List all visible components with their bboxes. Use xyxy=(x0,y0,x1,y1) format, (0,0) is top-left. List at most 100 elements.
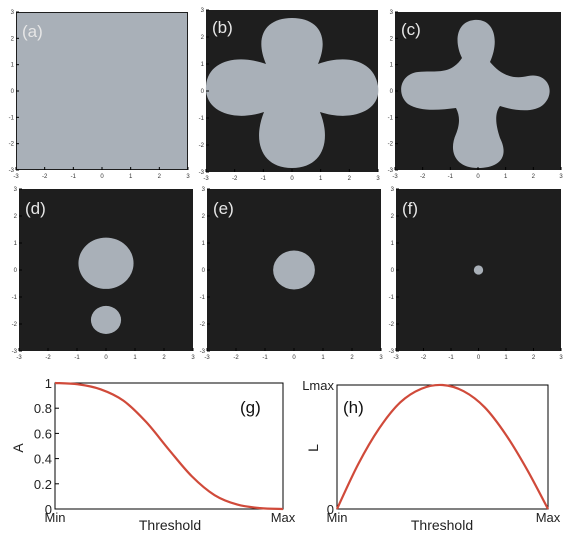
x-tick-label: -2 xyxy=(421,355,427,361)
x-tick-label: 2 xyxy=(348,176,352,182)
y-tick-label: 0.6 xyxy=(34,426,52,441)
y-tick-label: 1 xyxy=(201,62,205,68)
x-tick-label: -1 xyxy=(448,355,454,361)
y-tick-label: 0.2 xyxy=(34,477,52,492)
y-tick-label: -2 xyxy=(389,322,395,328)
y-tick-label: 2 xyxy=(390,36,394,42)
x-tick-label: Min xyxy=(45,510,66,525)
y-tick-label: 2 xyxy=(202,214,206,220)
blob-1 xyxy=(90,305,122,334)
x-tick-label: 2 xyxy=(350,355,354,361)
y-tick-label: 1 xyxy=(390,63,394,69)
panel-d: (d) xyxy=(19,189,193,351)
x-tick-label: 3 xyxy=(559,174,563,180)
chart-g-label: (g) xyxy=(240,398,261,417)
x-tick-label: -3 xyxy=(13,174,19,180)
y-tick-label: 3 xyxy=(391,187,395,193)
panel-f-label: (f) xyxy=(402,199,418,218)
x-tick-label: -3 xyxy=(393,355,399,361)
y-tick-label: 2 xyxy=(201,35,205,41)
y-tick-label: -1 xyxy=(9,115,15,121)
x-tick-label: Max xyxy=(271,510,296,525)
y-tick-label: -2 xyxy=(388,142,394,148)
y-tick-label: 0.4 xyxy=(34,452,52,467)
y-tick-label: 3 xyxy=(390,10,394,16)
y-tick-label: -2 xyxy=(200,322,206,328)
x-tick-label: -3 xyxy=(392,174,398,180)
y-tick-label: -3 xyxy=(389,349,395,355)
panel-f-blobs xyxy=(473,265,484,275)
chart-h-xlabel: Threshold xyxy=(411,517,473,533)
x-tick-label: 2 xyxy=(158,174,162,180)
y-tick-label: 0 xyxy=(45,502,52,517)
x-tick-label: 3 xyxy=(191,355,195,361)
panel-e-label: (e) xyxy=(213,199,234,218)
panel-e-blobs xyxy=(273,250,315,290)
x-tick-label: 3 xyxy=(379,355,383,361)
x-tick-label: 1 xyxy=(133,355,137,361)
panel-a-label: (a) xyxy=(22,22,43,41)
panel-c-label: (c) xyxy=(401,20,421,39)
x-tick-label: -2 xyxy=(420,174,426,180)
x-tick-label: 0 xyxy=(100,174,104,180)
x-tick-label: -1 xyxy=(261,176,267,182)
x-tick-label: -3 xyxy=(203,176,209,182)
chart-g-xlabel: Threshold xyxy=(139,517,201,533)
y-tick-label: 1 xyxy=(391,241,395,247)
x-tick-label: 1 xyxy=(129,174,133,180)
chart-g-series-line xyxy=(54,381,284,511)
y-tick-label: Lmax xyxy=(302,378,334,393)
y-tick-label: -3 xyxy=(199,170,205,176)
y-tick-label: -3 xyxy=(12,349,18,355)
chart-h-y-ticks: 0 Lmax xyxy=(302,378,334,517)
x-tick-label: -2 xyxy=(42,174,48,180)
x-tick-label: 3 xyxy=(559,355,563,361)
chart-g-frame xyxy=(54,382,284,510)
y-tick-label: -1 xyxy=(12,295,18,301)
panel-a: (a) xyxy=(16,12,188,170)
x-tick-label: 0 xyxy=(292,355,296,361)
x-tick-label: 0 xyxy=(290,176,294,182)
chart-h-x-ticks: Min Max xyxy=(327,510,561,525)
x-tick-label: 1 xyxy=(504,355,508,361)
x-tick-label: 3 xyxy=(376,176,380,182)
y-tick-label: -1 xyxy=(389,295,395,301)
x-tick-label: -3 xyxy=(16,355,22,361)
panel-b: (b) xyxy=(205,10,379,172)
panel-b-shape xyxy=(205,18,379,168)
y-tick-label: 0 xyxy=(390,89,394,95)
blob-0 xyxy=(273,250,315,290)
x-tick-label: -1 xyxy=(71,174,77,180)
y-tick-label: -1 xyxy=(388,115,394,121)
y-tick-label: 3 xyxy=(202,187,206,193)
y-tick-label: 0 xyxy=(391,268,395,274)
y-tick-label: -2 xyxy=(9,142,15,148)
y-tick-label: 0 xyxy=(202,268,206,274)
x-tick-label: 2 xyxy=(532,355,536,361)
y-tick-label: -3 xyxy=(388,168,394,174)
y-tick-label: 0 xyxy=(11,89,15,95)
x-tick-label: 0 xyxy=(477,355,481,361)
y-tick-label: 1 xyxy=(202,241,206,247)
y-tick-label: 3 xyxy=(201,8,205,14)
y-tick-label: 1 xyxy=(14,241,18,247)
x-tick-label: -2 xyxy=(233,355,239,361)
y-tick-label: 2 xyxy=(11,36,15,42)
x-tick-label: -3 xyxy=(204,355,210,361)
panel-c-shape xyxy=(401,19,550,169)
chart-h: 0 Lmax Min Max (h) Threshold L xyxy=(302,378,561,533)
y-tick-label: 2 xyxy=(391,214,395,220)
y-tick-label: -2 xyxy=(199,143,205,149)
y-tick-label: 1 xyxy=(11,63,15,69)
x-tick-label: 0 xyxy=(104,355,108,361)
x-tick-label: 1 xyxy=(504,174,508,180)
x-tick-label: Max xyxy=(536,510,561,525)
blob-0 xyxy=(473,265,484,275)
y-tick-label: -3 xyxy=(9,168,15,174)
panel-e: (e) xyxy=(207,189,381,351)
chart-h-ylabel: L xyxy=(305,444,321,452)
y-tick-label: 1 xyxy=(45,376,52,391)
y-tick-label: 3 xyxy=(11,10,15,16)
y-tick-label: 0.8 xyxy=(34,401,52,416)
x-tick-label: -2 xyxy=(45,355,51,361)
